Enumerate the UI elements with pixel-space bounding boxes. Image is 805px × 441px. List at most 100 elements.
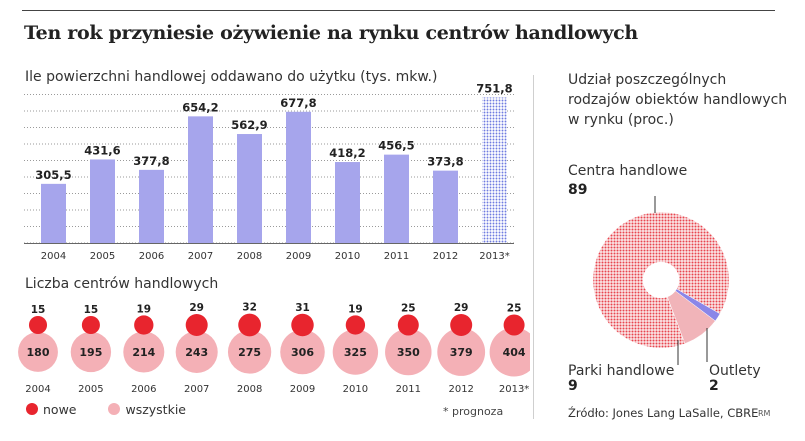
pie-slice-parki: [667, 290, 716, 344]
bar-2008: [237, 134, 262, 243]
new-circle: [185, 313, 208, 337]
bar-2011: [384, 154, 409, 243]
total-circle: [18, 332, 58, 372]
top-rule: [22, 10, 775, 11]
bar-2005: [90, 159, 115, 243]
bar-value-label: 654,2: [182, 100, 218, 114]
total-circle: [385, 328, 432, 376]
bar-value-label: 562,9: [231, 118, 267, 132]
bar-chart: 305,5 2004 431,6 2005 377,8 2006 654,2 2007 562,…: [24, 81, 514, 262]
pie-label-centra: Centra handlowe: [568, 163, 688, 179]
source-note: Źródło: Jones Lang LaSalle, CBRE: [568, 406, 759, 420]
new-value-label: 32: [242, 302, 257, 314]
new-value-label: 19: [136, 303, 151, 315]
bar-value-label: 377,8: [133, 154, 169, 168]
total-value-label: 325: [344, 346, 367, 359]
bar-value-label: 751,8: [476, 81, 512, 95]
new-value-label: 25: [401, 303, 416, 315]
total-circle: [332, 329, 379, 375]
pie-chart: [592, 196, 730, 365]
bar-x-tick-label: 2008: [237, 251, 262, 262]
pie-slice-centra: [592, 211, 730, 349]
new-circle: [28, 315, 48, 335]
new-circle: [503, 314, 525, 336]
count-x-tick-label: 2008: [237, 384, 262, 395]
bar-2004: [41, 183, 66, 243]
legend-all-label: wszystkie: [125, 402, 186, 417]
pie-slice-outlety: [675, 288, 721, 322]
pie-chart-title: Udział poszczególnych rodzajów obiektów …: [568, 72, 788, 128]
bar-x-tick-label: 2006: [139, 251, 164, 262]
new-value-label: 29: [189, 302, 204, 314]
bar-2013: [482, 97, 507, 243]
bar-value-label: 418,2: [329, 146, 365, 160]
new-value-label: 15: [31, 304, 46, 316]
new-circle: [450, 313, 473, 337]
count-x-tick-label: 2007: [184, 384, 209, 395]
bar-value-label: 373,8: [427, 155, 463, 169]
legend-all-swatch: [108, 403, 121, 415]
new-circle: [291, 313, 314, 337]
new-value-label: 19: [348, 303, 363, 315]
new-value-label: 15: [84, 304, 99, 316]
total-circle: [70, 331, 112, 373]
author-initials: RM: [758, 409, 771, 418]
forecast-note: * prognoza: [443, 405, 504, 418]
count-x-tick-label: 2004: [25, 384, 50, 395]
pie-label-outlety: Outlety: [709, 363, 761, 379]
total-circle: [175, 330, 218, 374]
total-value-label: 243: [185, 346, 208, 359]
count-x-tick-label: 2010: [343, 384, 368, 395]
count-x-tick-label: 2013*: [499, 384, 529, 395]
legend-new-swatch: [26, 403, 38, 415]
pie-value-centra: 89: [568, 182, 588, 198]
pie-value-parki: 9: [568, 378, 578, 394]
bar-x-tick-label: 2013*: [479, 251, 509, 262]
new-value-label: 29: [454, 302, 469, 314]
count-x-tick-label: 2006: [131, 384, 156, 395]
count-x-tick-label: 2011: [396, 384, 421, 395]
bar-value-label: 431,6: [84, 143, 120, 157]
bar-x-tick-label: 2011: [384, 251, 409, 262]
total-value-label: 379: [450, 346, 473, 359]
new-circle: [397, 314, 419, 336]
total-value-label: 214: [132, 346, 155, 359]
bar-value-label: 305,5: [35, 168, 71, 182]
total-circle: [437, 328, 486, 376]
total-value-label: 275: [238, 346, 261, 359]
total-circle: [280, 329, 325, 375]
bar-x-tick-label: 2007: [188, 251, 213, 262]
pie-label-parki: Parki handlowe: [568, 363, 675, 379]
main-title: Ten rok przyniesie ożywienie na rynku ce…: [24, 22, 638, 44]
count-chart: 180 15 2004 195 15 2005 214 19 2006 243 29 2007 275 3…: [18, 302, 530, 395]
new-circle: [345, 315, 366, 335]
new-circle: [238, 313, 261, 337]
bar-2006: [139, 169, 164, 243]
bar-2012: [433, 170, 458, 243]
total-value-label: 350: [397, 346, 420, 359]
bar-2007: [188, 116, 213, 243]
bar-x-tick-label: 2005: [90, 251, 115, 262]
new-value-label: 25: [507, 303, 522, 315]
new-circle: [134, 315, 154, 335]
new-value-label: 31: [295, 302, 310, 314]
total-value-label: 195: [79, 346, 102, 359]
pie-value-outlety: 2: [709, 378, 719, 394]
count-x-tick-label: 2012: [448, 384, 473, 395]
new-circle: [81, 315, 100, 335]
total-circle: [123, 331, 165, 373]
bar-2010: [335, 162, 360, 243]
bar-value-label: 456,5: [378, 139, 414, 153]
bar-x-tick-label: 2009: [286, 251, 311, 262]
bar-x-tick-label: 2010: [335, 251, 360, 262]
bar-2009: [286, 111, 311, 243]
count-chart-title: Liczba centrów handlowych: [25, 276, 219, 292]
bar-x-tick-label: 2012: [433, 251, 458, 262]
total-circle: [227, 330, 272, 374]
count-x-tick-label: 2005: [78, 384, 103, 395]
bar-x-tick-label: 2004: [41, 251, 66, 262]
legend-new-label: nowe: [43, 402, 77, 417]
total-value-label: 180: [27, 346, 50, 359]
legend: nowe wszystkie: [26, 402, 186, 417]
total-circle: [489, 327, 530, 377]
